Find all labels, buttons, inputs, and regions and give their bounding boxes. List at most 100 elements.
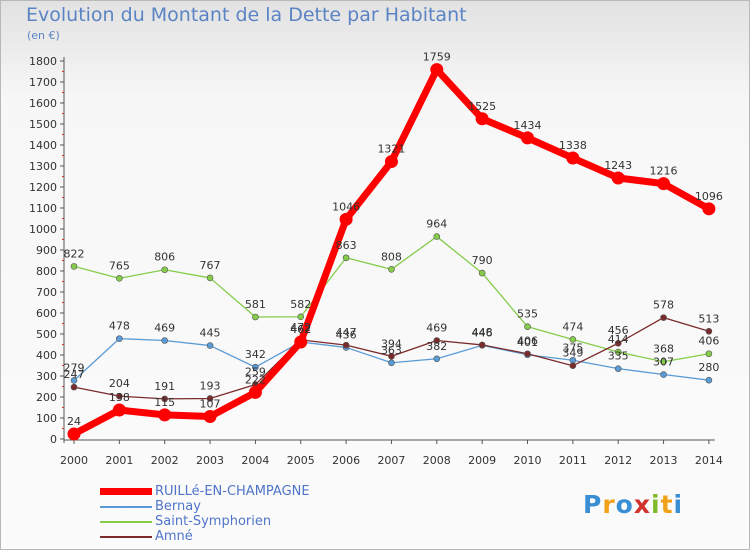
data-point	[339, 212, 353, 226]
y-tick-label: 700	[36, 286, 57, 299]
data-label: 401	[517, 336, 538, 349]
data-label: 448	[472, 326, 493, 339]
y-tick-label: 600	[36, 307, 57, 320]
x-tick-label: 2009	[468, 454, 496, 467]
data-label: 363	[381, 344, 402, 357]
data-point	[294, 335, 308, 349]
data-point	[388, 352, 395, 360]
y-tick-label: 1800	[29, 55, 57, 68]
data-label: 581	[245, 298, 266, 311]
data-label: 436	[336, 328, 357, 341]
chart-subtitle: (en €)	[27, 29, 60, 42]
x-tick-label: 2014	[695, 454, 723, 467]
data-label: 335	[608, 350, 629, 363]
data-point	[161, 337, 168, 344]
data-point	[116, 392, 123, 400]
data-label: 1096	[695, 190, 723, 203]
data-point	[252, 313, 259, 321]
legend-swatch	[100, 520, 152, 523]
data-point	[112, 403, 126, 417]
data-label: 394	[381, 337, 402, 350]
x-tick-label: 2012	[604, 454, 632, 467]
x-tick-label: 2007	[377, 454, 405, 467]
data-label: 247	[64, 368, 85, 381]
data-label: 24	[67, 415, 81, 428]
data-label: 1434	[514, 119, 542, 132]
data-label: 765	[109, 259, 130, 272]
x-tick-label: 2008	[423, 454, 451, 467]
data-label: 806	[154, 251, 175, 264]
legend-label: RUILLé-EN-CHAMPAGNE	[155, 484, 310, 499]
data-label: 456	[608, 324, 629, 337]
data-label: 382	[426, 340, 447, 353]
data-label: 578	[653, 299, 674, 312]
data-label: 307	[653, 356, 674, 369]
data-label: 478	[109, 320, 130, 333]
data-label: 445	[200, 327, 221, 340]
data-point	[430, 63, 444, 77]
y-tick-label: 1400	[29, 139, 57, 152]
data-point	[203, 410, 217, 424]
data-point	[158, 408, 172, 422]
x-tick-label: 2010	[514, 454, 542, 467]
y-tick-label: 100	[36, 412, 57, 425]
data-label: 1338	[559, 139, 587, 152]
data-label: 406	[517, 335, 538, 348]
data-point	[660, 358, 667, 366]
y-tick-label: 200	[36, 391, 57, 404]
data-label: 280	[698, 361, 719, 374]
data-label: 474	[562, 320, 583, 333]
data-label: 535	[517, 308, 538, 321]
data-point	[478, 341, 486, 349]
x-tick-label: 2011	[559, 454, 587, 467]
legend-label: Saint-Symphorien	[155, 514, 272, 529]
data-label: 472	[290, 321, 311, 334]
data-point	[342, 254, 350, 262]
data-label: 1216	[650, 165, 678, 178]
y-tick-label: 900	[36, 244, 57, 257]
y-tick-label: 400	[36, 349, 57, 362]
data-label: 193	[200, 379, 221, 392]
data-point	[342, 341, 350, 349]
data-label: 138	[109, 391, 130, 404]
data-point	[70, 263, 78, 270]
y-tick-label: 1000	[29, 223, 57, 236]
data-label: 790	[472, 254, 493, 267]
data-point	[614, 348, 622, 356]
chart-title: Evolution du Montant de la Dette par Hab…	[26, 4, 467, 26]
data-point	[206, 342, 214, 349]
data-point	[524, 350, 531, 358]
data-label: 107	[200, 398, 221, 411]
data-point	[611, 171, 625, 185]
legend-swatch	[100, 535, 152, 538]
data-point	[70, 383, 78, 391]
data-point	[614, 365, 622, 372]
x-tick-label: 2004	[241, 454, 269, 467]
data-label: 222	[245, 373, 266, 386]
x-tick-label: 2001	[105, 454, 133, 467]
data-point	[433, 355, 441, 363]
data-label: 513	[698, 312, 719, 325]
y-tick-label: 1300	[29, 160, 57, 173]
data-label: 191	[154, 380, 175, 393]
x-tick-label: 2000	[60, 454, 88, 467]
data-point	[569, 336, 577, 343]
data-point	[705, 350, 713, 358]
data-label: 259	[245, 366, 266, 379]
y-tick-label: 800	[36, 265, 57, 278]
data-point	[433, 233, 441, 240]
data-point	[297, 313, 305, 321]
data-point	[206, 395, 214, 402]
data-label: 1243	[604, 159, 632, 172]
x-tick-label: 2006	[332, 454, 360, 467]
data-point	[614, 339, 622, 347]
data-point	[660, 371, 667, 378]
data-label: 414	[608, 333, 629, 346]
data-point	[702, 202, 716, 216]
data-label: 1046	[332, 200, 360, 213]
data-point	[521, 131, 534, 145]
data-label: 1525	[468, 100, 496, 113]
data-label: 582	[290, 298, 311, 311]
